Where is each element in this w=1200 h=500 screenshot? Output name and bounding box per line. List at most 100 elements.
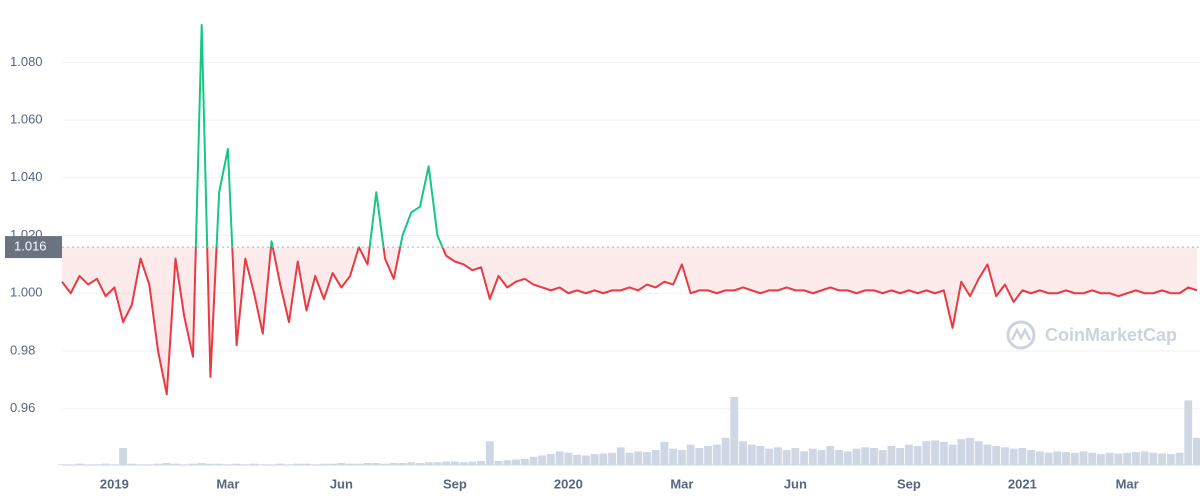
volume-bar — [948, 444, 957, 465]
volume-bar — [817, 450, 826, 465]
volume-bar — [1062, 452, 1070, 465]
volume-bar — [651, 450, 660, 465]
y-tick-label: 1.040 — [10, 169, 43, 184]
volume-bar — [1149, 452, 1158, 465]
volume-bar — [896, 448, 905, 465]
volume-bar — [407, 462, 416, 465]
volume-bar — [354, 463, 363, 465]
volume-bar — [512, 459, 520, 465]
volume-bar — [363, 462, 372, 465]
volume-bar — [643, 452, 651, 465]
volume-bar — [616, 447, 625, 465]
volume-bar — [189, 463, 197, 465]
volume-bar — [450, 461, 459, 465]
volume-bar — [608, 452, 616, 465]
volume-bar — [459, 462, 468, 465]
below-baseline-fill — [62, 247, 1197, 395]
volume-bar — [424, 462, 433, 465]
volume-bar — [791, 448, 800, 465]
x-tick-label: Mar — [1116, 476, 1139, 491]
volume-bar — [957, 439, 966, 465]
volume-bar — [1114, 453, 1123, 465]
volume-bar — [197, 462, 206, 465]
volume-bar — [206, 463, 215, 465]
volume-bar — [503, 460, 512, 465]
volume-bar — [756, 445, 765, 465]
volume-bar — [101, 463, 110, 465]
y-tick-label: 0.98 — [10, 342, 35, 357]
volume-bar — [1000, 447, 1009, 465]
volume-bar — [686, 444, 695, 465]
volume-bar — [747, 444, 756, 465]
volume-bar — [171, 463, 180, 465]
volume-bar — [1105, 452, 1114, 465]
volume-bar — [119, 448, 128, 465]
volume-bar — [835, 450, 843, 465]
volume-bar — [1035, 451, 1044, 465]
volume-bar — [677, 450, 686, 465]
volume-bar — [381, 463, 389, 465]
volume-bar — [573, 454, 582, 465]
y-tick-label: 0.96 — [10, 400, 35, 415]
volume-bar — [800, 451, 809, 465]
volume-bar — [250, 463, 259, 465]
baseline-label: 1.016 — [14, 239, 47, 254]
volume-bar — [808, 448, 817, 465]
y-tick-label: 1.060 — [10, 112, 43, 127]
volume-bar — [870, 448, 878, 465]
volume-bar — [992, 445, 1001, 465]
x-tick-label: Mar — [216, 476, 239, 491]
volume-bar — [75, 463, 84, 465]
y-tick-label: 1.000 — [10, 285, 43, 300]
volume-bar — [730, 397, 739, 465]
volume-bar — [1123, 452, 1132, 465]
volume-bar — [1193, 437, 1200, 465]
volume-bar — [162, 462, 171, 465]
volume-bar — [1053, 451, 1062, 465]
volume-bar — [564, 452, 573, 465]
volume-bar — [520, 458, 529, 465]
volume-bar — [346, 463, 355, 465]
x-tick-label: Mar — [670, 476, 693, 491]
volume-bar — [1140, 451, 1149, 465]
volume-bar — [1097, 454, 1105, 465]
volume-bar — [389, 462, 398, 465]
volume-bar — [695, 448, 704, 465]
volume-bar — [852, 448, 861, 465]
volume-bar — [1070, 452, 1079, 465]
volume-bar — [1027, 450, 1036, 465]
volume-bar — [319, 463, 328, 465]
x-tick-label: Sep — [897, 476, 921, 491]
volume-bar — [878, 450, 887, 465]
volume-bar — [922, 441, 931, 465]
volume-bar — [887, 445, 896, 465]
volume-bar — [416, 462, 424, 465]
volume-bar — [581, 455, 590, 465]
volume-bar — [529, 456, 538, 465]
volume-bar — [669, 448, 678, 465]
x-tick-label: 2020 — [554, 476, 583, 491]
volume-bar — [477, 460, 486, 465]
volume-bar — [1009, 448, 1018, 465]
watermark: CoinMarketCap — [1006, 320, 1177, 350]
volume-bar — [302, 463, 311, 465]
y-tick-label: 1.080 — [10, 54, 43, 69]
volume-bar — [433, 462, 442, 465]
volume-bar — [328, 463, 337, 465]
volume-bar — [712, 444, 721, 465]
volume-bar — [276, 463, 285, 465]
volume-bar — [546, 454, 555, 465]
volume-bar — [1088, 452, 1097, 465]
volume-bar — [372, 462, 381, 465]
volume-bar — [1184, 400, 1193, 465]
volume-bar — [590, 454, 599, 465]
volume-bar — [1166, 454, 1175, 465]
price-line — [61, 23, 1198, 396]
volume-bar — [704, 445, 713, 465]
x-tick-label: Sep — [443, 476, 467, 491]
volume-bar — [468, 461, 477, 465]
volume-bar — [293, 463, 302, 465]
volume-bar — [983, 444, 992, 465]
x-tick-label: Jun — [784, 476, 807, 491]
